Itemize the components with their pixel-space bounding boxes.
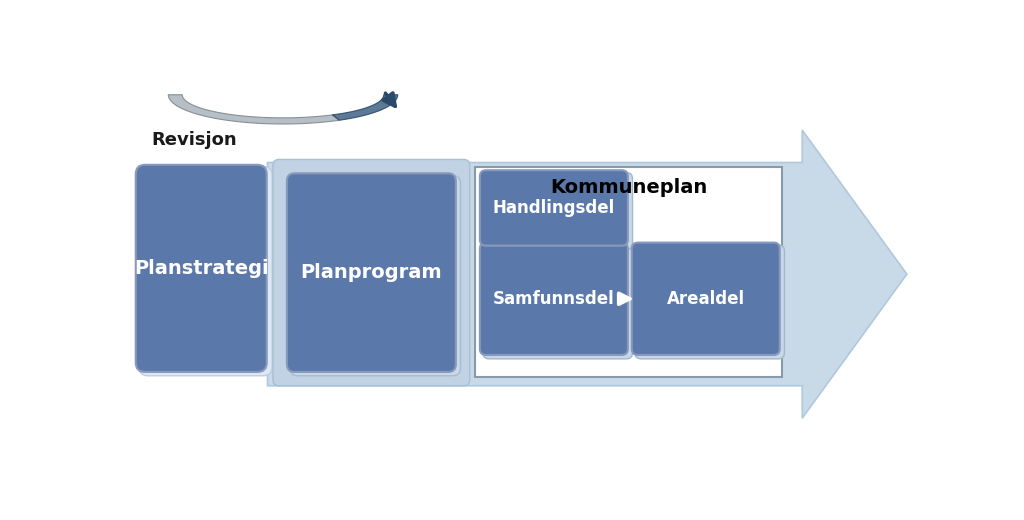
FancyBboxPatch shape [290,176,461,376]
FancyBboxPatch shape [475,167,782,376]
Text: Kommuneplan: Kommuneplan [550,178,708,197]
FancyBboxPatch shape [136,165,266,372]
Text: Planprogram: Planprogram [300,263,442,282]
FancyBboxPatch shape [483,245,633,359]
FancyBboxPatch shape [632,242,779,355]
Polygon shape [168,95,339,124]
FancyBboxPatch shape [273,160,470,386]
FancyBboxPatch shape [480,242,628,355]
Polygon shape [267,130,907,418]
Text: Revisjon: Revisjon [152,131,237,149]
FancyBboxPatch shape [139,166,272,376]
Text: Planstrategi: Planstrategi [134,259,268,278]
Text: Samfunnsdel: Samfunnsdel [493,290,614,308]
FancyBboxPatch shape [287,173,456,372]
Text: Arealdel: Arealdel [667,290,744,308]
FancyBboxPatch shape [480,170,628,245]
FancyBboxPatch shape [483,173,633,250]
Text: Handlingsdel: Handlingsdel [493,199,615,217]
Polygon shape [333,95,397,120]
FancyBboxPatch shape [635,245,784,359]
